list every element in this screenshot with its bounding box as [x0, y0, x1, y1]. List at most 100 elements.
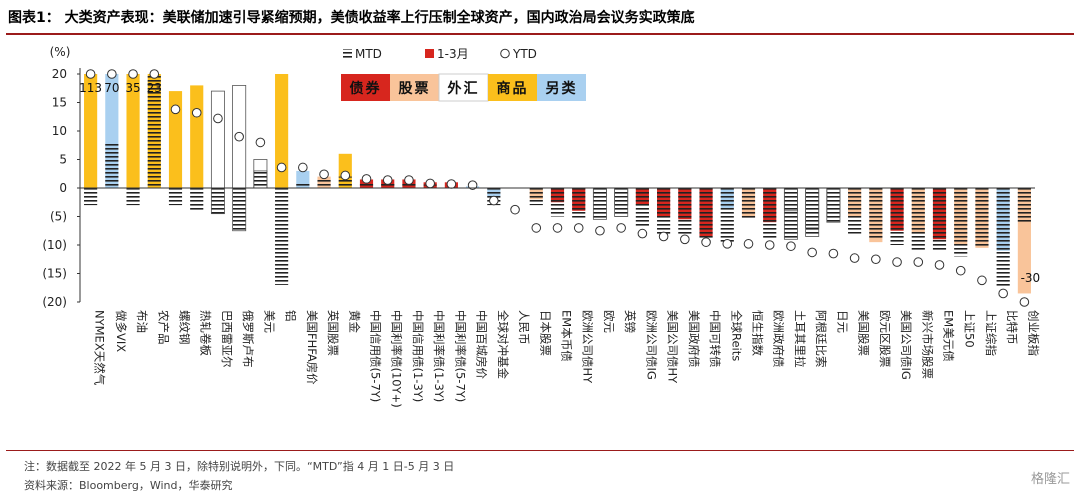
ytd-point-23 [573, 223, 584, 233]
bar-mtd-22 [550, 188, 565, 217]
x-tick-label-19: 全球对冲基金 [496, 310, 510, 379]
figure-header: 图表1： 大类资产表现：美联储加速引导紧缩预期，美债收益率上行压制全球资产，国内… [0, 0, 1080, 36]
x-tick-label-4: 螺纹钢 [178, 310, 192, 345]
x-tick-label-40: EM美元债 [942, 310, 956, 362]
x-tick-label-14: 中国利率债(10Y+) [390, 310, 404, 408]
legend-q1-label: 1-3月 [437, 47, 469, 61]
x-tick-label-0: NYMEX天然气 [93, 310, 107, 386]
x-tick-label-31: 恒生指数 [751, 310, 765, 356]
ytd-point-31 [743, 239, 754, 249]
overflow-label-0: 113 [79, 81, 102, 95]
x-tick-label-25: 英镑 [623, 310, 637, 333]
x-tick-label-41: 上证50 [963, 310, 977, 348]
bar-mtd-7 [232, 187, 247, 232]
bar-mtd-34 [805, 187, 820, 237]
class-legend-bond-label: 债券 [350, 80, 382, 97]
bar-q1-6 [210, 90, 225, 189]
x-tick-label-27: 美国公司债HY [666, 310, 680, 384]
legend-q1-swatch [425, 49, 434, 58]
ytd-point-40 [934, 260, 945, 270]
ytd-point-4 [170, 104, 181, 115]
y-tick-label: 20 [52, 67, 67, 81]
x-tick-label-16: 中国利率债(1-3Y) [432, 310, 446, 402]
bar-mtd-31 [741, 188, 756, 220]
class-legend-bond-swatch [341, 74, 390, 101]
ytd-point-21 [531, 223, 542, 233]
bar-mtd-21 [529, 188, 543, 206]
x-tick-label-30: 全球Reits [729, 310, 743, 361]
y-tick-label: (10) [42, 238, 67, 252]
class-legend-commodity-label: 商品 [497, 80, 529, 97]
bar-mtd-3 [147, 74, 161, 188]
y-tick-label: 15 [52, 96, 67, 110]
bar-mtd-23 [572, 188, 586, 218]
x-tick-label-20: 人民币 [517, 310, 531, 345]
x-tick-label-17: 中国利率债(5-7Y) [453, 310, 467, 402]
ytd-point-13 [361, 174, 372, 184]
ytd-point-12 [340, 170, 351, 181]
ytd-point-30 [722, 239, 733, 249]
x-tick-label-39: 新兴市场股票 [920, 310, 934, 379]
bar-mtd-15 [402, 183, 416, 188]
ytd-point-35 [828, 248, 839, 259]
overflow-label-4: -30 [1021, 271, 1041, 285]
ytd-point-9 [276, 162, 287, 173]
ytd-point-3 [149, 69, 160, 79]
bar-mtd-8 [253, 170, 268, 189]
asset-performance-chart: (%) 20 15 10 5 0 (5) (10) (15) (20) 113 70 35 23 -30 MT… [42, 45, 1041, 408]
bar-mtd-33 [783, 187, 798, 240]
bar-mtd-39 [911, 188, 925, 251]
x-tick-label-9: 铝 [284, 310, 298, 322]
bar-q1-4 [168, 91, 183, 188]
x-tick-label-38: 美国公司债IG [899, 310, 913, 380]
watermark-logo: 格隆汇 [1030, 472, 1070, 487]
bar-mtd-6 [210, 187, 225, 215]
x-tick-label-28: 美国政府债 [687, 310, 701, 368]
ytd-point-43 [998, 288, 1008, 299]
x-tick-label-6: 巴西雷亚尔 [220, 310, 234, 368]
x-tick-label-33: 土耳其里拉 [793, 310, 807, 368]
ytd-point-28 [680, 234, 690, 245]
class-legend-fx-swatch [438, 73, 489, 102]
x-tick-label-21: 日本股票 [538, 310, 552, 356]
x-tick-label-10: 美国FHFA房价 [305, 310, 319, 385]
bar-mtd-13 [359, 182, 374, 188]
overflow-label-1: 70 [104, 81, 119, 95]
bar-mtd-1 [105, 142, 119, 188]
bar-mtd-9 [275, 188, 289, 285]
x-tick-label-42: 上证综指 [984, 310, 998, 356]
ytd-point-38 [892, 257, 902, 267]
ytd-point-16 [425, 178, 435, 189]
x-tick-label-43: 比特币 [1005, 310, 1019, 345]
x-tick-label-7: 俄罗斯卢布 [241, 310, 255, 368]
ytd-point-22 [552, 223, 563, 233]
x-tick-label-35: 日元 [835, 310, 849, 333]
figure-title: 图表1： 大类资产表现：美联储加速引导紧缩预期，美债收益率上行压制全球资产，国内… [8, 10, 695, 26]
bar-mtd-4 [168, 188, 183, 206]
ytd-point-36 [849, 253, 860, 263]
ytd-point-2 [128, 69, 138, 79]
bar-mtd-0 [84, 188, 98, 206]
legend-mtd-label: MTD [355, 47, 382, 61]
x-tick-label-15: 中国信用债(1-3Y) [411, 310, 425, 402]
bar-q1-2 [126, 74, 140, 188]
y-tick-label: 10 [52, 124, 67, 138]
x-tick-label-8: 美元 [262, 310, 276, 333]
x-tick-label-44: 创业板指 [1026, 310, 1040, 356]
ytd-point-11 [319, 169, 329, 180]
x-tick-label-18: 中国百城房价 [475, 310, 489, 379]
bar-mtd-29 [699, 188, 713, 240]
x-tick-label-5: 热轧卷板 [199, 310, 213, 356]
ytd-point-34 [807, 247, 817, 258]
ytd-point-25 [616, 223, 626, 233]
bar-mtd-38 [890, 188, 904, 245]
bar-q1-9 [275, 74, 289, 188]
ytd-point-15 [404, 175, 414, 185]
x-tick-label-1: 做多VIX [114, 310, 128, 352]
ytd-point-26 [637, 228, 648, 239]
x-tick-label-34: 阿根廷比索 [814, 310, 828, 368]
x-tick-label-23: 欧洲公司债HY [581, 310, 595, 384]
bar-mtd-2 [126, 188, 140, 206]
ytd-point-42 [977, 275, 987, 286]
class-legend-fx-label: 外汇 [448, 80, 480, 97]
